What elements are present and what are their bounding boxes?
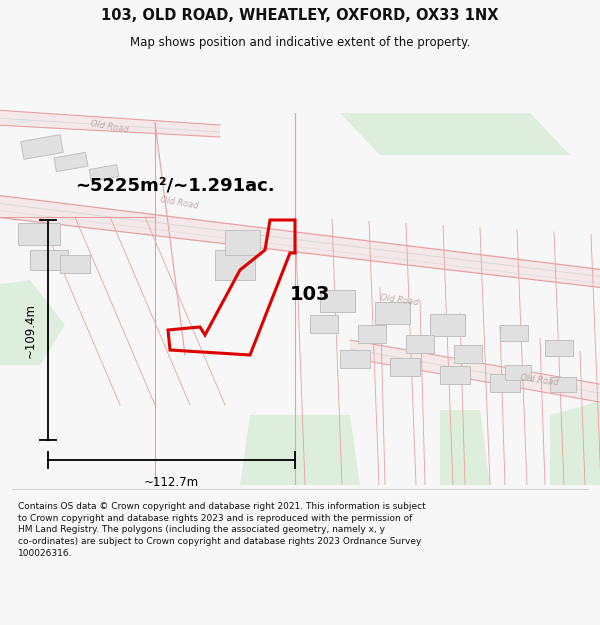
Bar (430, 314, 465, 336)
Bar (225, 230, 260, 255)
Bar (454, 345, 482, 363)
Bar (30, 250, 68, 270)
Bar (375, 302, 410, 324)
Text: ~109.4m: ~109.4m (23, 302, 37, 358)
Text: Old Road: Old Road (160, 195, 199, 211)
Polygon shape (0, 280, 65, 365)
Polygon shape (0, 110, 220, 137)
Bar (18, 223, 60, 245)
Bar (550, 377, 576, 392)
Bar (60, 255, 90, 273)
Polygon shape (0, 195, 600, 288)
Text: ~112.7m: ~112.7m (144, 476, 199, 489)
Bar (358, 325, 386, 343)
Bar (310, 315, 338, 333)
Text: 103: 103 (290, 286, 330, 304)
Text: Contains OS data © Crown copyright and database right 2021. This information is : Contains OS data © Crown copyright and d… (18, 502, 426, 558)
Polygon shape (550, 400, 600, 485)
Polygon shape (240, 415, 360, 485)
Text: Old Road: Old Road (520, 373, 559, 387)
Bar (21, 134, 63, 159)
Bar (89, 164, 119, 181)
Text: Old Road: Old Road (380, 293, 419, 307)
Bar (215, 250, 255, 280)
Text: ~5225m²/~1.291ac.: ~5225m²/~1.291ac. (75, 176, 275, 194)
Text: 103, OLD ROAD, WHEATLEY, OXFORD, OX33 1NX: 103, OLD ROAD, WHEATLEY, OXFORD, OX33 1N… (101, 8, 499, 23)
Bar (545, 340, 573, 356)
Bar (320, 290, 355, 312)
Text: Old Road: Old Road (90, 119, 130, 135)
Bar (440, 366, 470, 384)
Bar (406, 335, 434, 353)
Bar (340, 350, 370, 368)
Polygon shape (440, 410, 490, 485)
Bar (490, 374, 520, 392)
Bar (505, 365, 531, 380)
Bar (54, 152, 88, 172)
Polygon shape (350, 340, 600, 403)
Polygon shape (340, 113, 570, 155)
Text: Map shows position and indicative extent of the property.: Map shows position and indicative extent… (130, 36, 470, 49)
Bar (500, 325, 528, 341)
Bar (390, 358, 420, 376)
